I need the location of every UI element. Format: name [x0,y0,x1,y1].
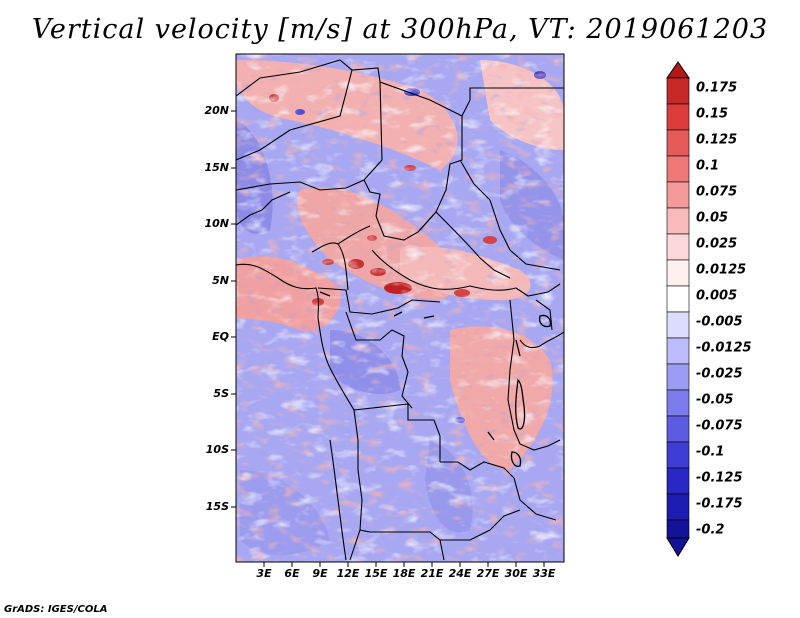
colorbar-swatch [666,181,690,209]
colorbar-label: 0.175 [696,80,738,96]
colorbar-label: -0.025 [696,366,743,382]
lon-label: 18E [392,567,416,580]
colorbar-swatch [666,77,690,105]
colorbar-swatch [666,311,690,339]
lat-label: 10N [204,217,229,230]
colorbar-swatch [666,103,690,131]
colorbar-label: -0.05 [696,392,734,408]
colorbar-swatch [666,259,690,287]
colorbar-label: 0.15 [696,106,729,122]
colorbar-cap-top [666,61,690,79]
colorbar-label: 0.1 [696,158,720,174]
colorbar-label: 0.05 [696,210,729,226]
grads-credit: GrADS: IGES/COLA [4,604,108,615]
lon-ticks [263,562,545,567]
colorbar-label: 0.0125 [696,262,747,278]
colorbar-label: 0.075 [696,184,738,200]
lat-ticks [231,110,236,508]
colorbar-swatch [666,155,690,183]
colorbar-swatch [666,363,690,391]
colorbar-swatch [666,337,690,365]
lon-label: 30E [504,567,528,580]
lon-label: 9E [312,567,328,580]
colorbar-swatch [666,467,690,495]
colorbar-label: 0.025 [696,236,738,252]
colorbar-cap-bottom [666,537,690,557]
colorbar-swatch [666,493,690,521]
velocity-field [236,54,564,562]
lat-label: 15S [205,500,229,513]
map-frame [235,53,565,563]
colorbar-swatch [666,207,690,235]
lon-label: 3E [256,567,272,580]
lon-label: 21E [420,567,444,580]
colorbar-swatch [666,285,690,313]
lon-label: 33E [532,567,556,580]
lon-label: 27E [476,567,500,580]
colorbar-label: -0.125 [696,470,743,486]
colorbar-label: -0.2 [696,522,725,538]
lat-label: 10S [205,443,229,456]
lat-label: 5S [213,387,229,400]
colorbar-swatch [666,129,690,157]
lon-label: 15E [364,567,388,580]
lat-label: EQ [212,330,229,343]
lakes [319,291,552,467]
colorbar-label: 0.125 [696,132,738,148]
colorbar-label: 0.005 [696,288,738,304]
colorbar-label: -0.005 [696,314,743,330]
colorbar-label: -0.175 [696,496,743,512]
map-title: Vertical velocity [m/s] at 300hPa, VT: 2… [31,14,769,45]
lat-label: 20N [204,104,229,117]
lon-label: 24E [448,567,472,580]
lon-label: 6E [284,567,300,580]
colorbar-swatch [666,415,690,443]
colorbar-swatch [666,519,690,539]
country-borders [236,59,564,561]
lat-label: 15N [204,161,229,174]
colorbar-label: -0.075 [696,418,743,434]
colorbar [666,61,690,557]
colorbar-swatch [666,233,690,261]
colorbar-swatch [666,441,690,469]
colorbar-swatch [666,389,690,417]
lat-label: 5N [212,274,229,287]
lon-label: 12E [336,567,360,580]
colorbar-label: -0.1 [696,444,725,460]
colorbar-label: -0.0125 [696,340,752,356]
